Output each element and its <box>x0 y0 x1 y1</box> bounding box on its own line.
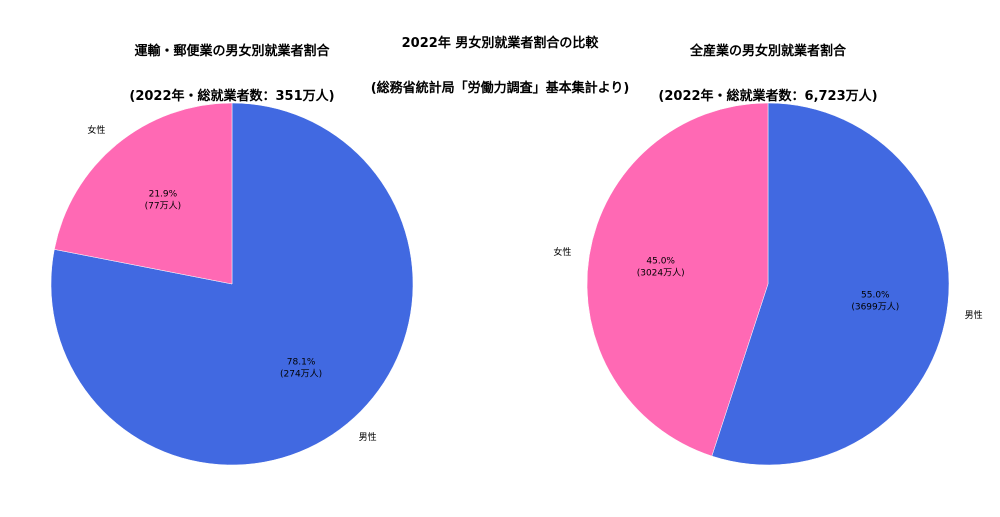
right-pie-count-female: (3024万人) <box>637 267 685 278</box>
right-pie-label-male: 男性 <box>965 309 983 321</box>
left-pie-title: 運輸・郵便業の男女別就業者割合 (2022年・総就業者数：351万人) <box>82 14 382 134</box>
left-pie-slice-female <box>54 102 233 285</box>
left-pie-count-male: (274万人) <box>280 368 322 379</box>
right-pie-title-line2: (2022年・総就業者数：6,723万人) <box>658 89 878 104</box>
left-pie-title-line1: 運輸・郵便業の男女別就業者割合 <box>134 44 330 59</box>
right-pie-title: 全産業の男女別就業者割合 (2022年・総就業者数：6,723万人) <box>618 14 918 134</box>
right-pie-title-line1: 全産業の男女別就業者割合 <box>689 44 846 59</box>
right-pie-slice-female <box>586 102 769 457</box>
figure-title-line2: (総務省統計局「労働力調査」基本集計より) <box>370 81 630 96</box>
right-pie-slice-male <box>711 102 950 466</box>
left-pie-count-female: (77万人) <box>145 201 181 212</box>
right-pie-percent-female: 45.0% <box>646 256 675 266</box>
right-pie-percent-male: 55.0% <box>861 291 890 301</box>
left-pie-label-female: 女性 <box>87 124 105 136</box>
left-pie-percent-male: 78.1% <box>287 357 316 367</box>
left-pie-slice-male <box>50 102 414 466</box>
left-pie-title-line2: (2022年・総就業者数：351万人) <box>129 89 335 104</box>
left-pie-label-male: 男性 <box>359 431 377 443</box>
left-pie-percent-female: 21.9% <box>149 190 178 200</box>
figure-title: 2022年 男女別就業者割合の比較 (総務省統計局「労働力調査」基本集計より) <box>300 6 700 126</box>
right-pie-label-female: 女性 <box>553 246 571 258</box>
figure-title-line1: 2022年 男女別就業者割合の比較 <box>401 36 599 51</box>
right-pie-count-male: (3699万人) <box>851 302 899 313</box>
